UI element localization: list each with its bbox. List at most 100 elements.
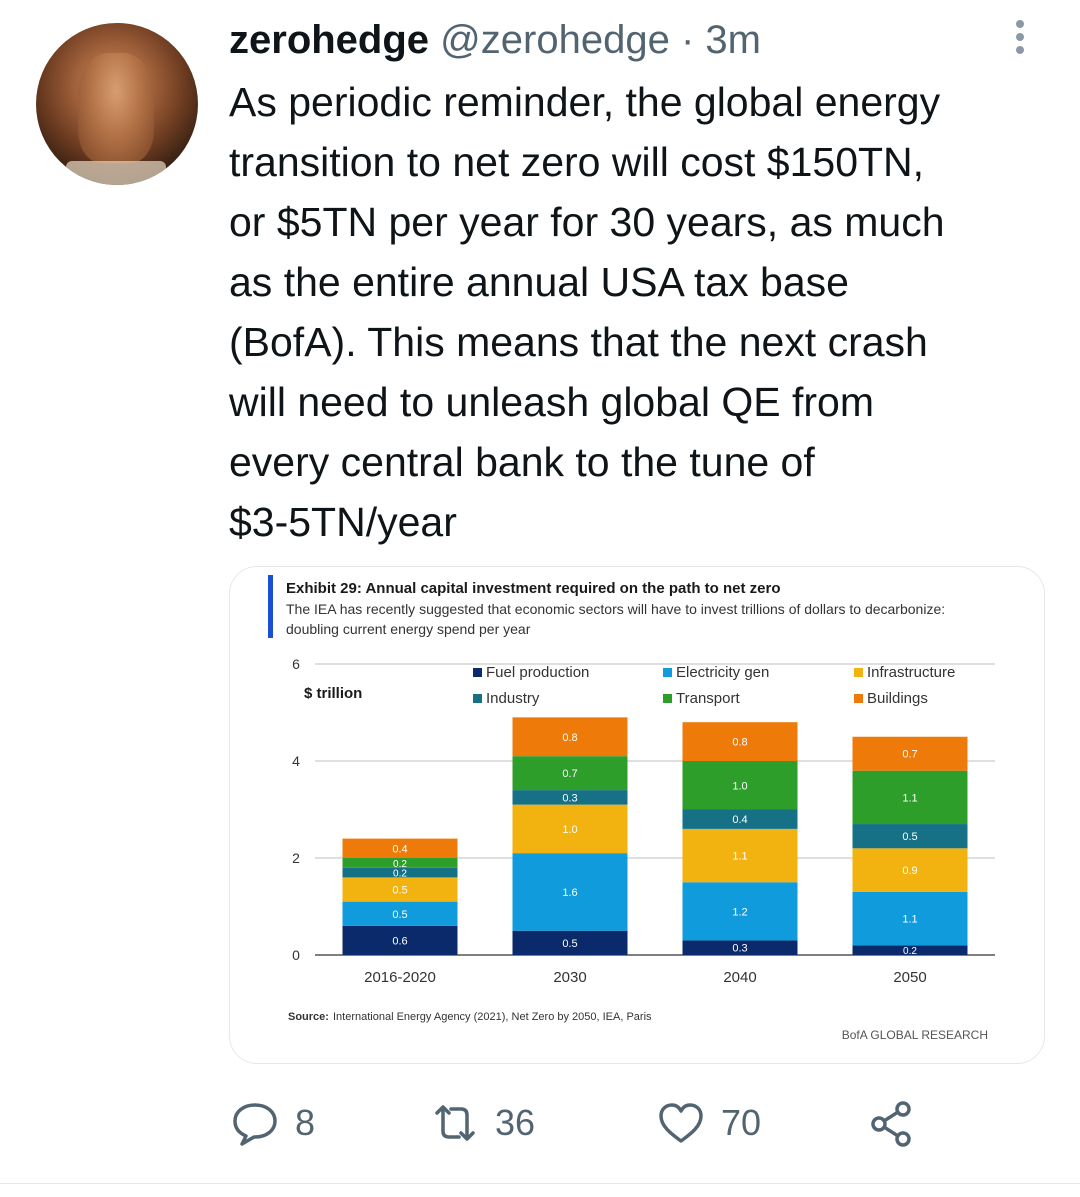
retweet-button[interactable]: 36 <box>429 1095 535 1151</box>
chart-source-text: International Energy Agency (2021), Net … <box>333 1011 652 1023</box>
bar-segment <box>682 940 798 955</box>
bar-segment <box>512 756 628 791</box>
bar-segment <box>852 824 968 849</box>
bar-segment <box>512 804 628 854</box>
avatar-figure <box>78 53 154 163</box>
y-tick-label: 6 <box>292 656 300 672</box>
chart-source-label: Source: <box>288 1011 329 1023</box>
legend-label: Electricity gen <box>676 664 769 681</box>
bar-value-label: 0.5 <box>562 938 577 950</box>
bar-value-label: 0.9 <box>902 865 917 877</box>
reply-bubble-icon <box>233 1103 277 1146</box>
chart-source: Source: International Energy Agency (2021… <box>288 1011 652 1023</box>
retweet-count: 36 <box>495 1102 536 1143</box>
avatar[interactable] <box>36 23 198 185</box>
reply-button[interactable]: 8 <box>229 1095 315 1151</box>
chart-title: Exhibit 29: Annual capital investment re… <box>286 580 781 597</box>
bar-value-label: 0.3 <box>562 792 577 804</box>
legend-label: Buildings <box>867 690 928 707</box>
bar-value-label: 0.4 <box>732 814 747 826</box>
bar-value-label: 1.2 <box>732 906 747 918</box>
user-handle[interactable]: @zerohedge <box>440 18 670 62</box>
legend-swatch <box>854 668 863 677</box>
bar-segment <box>342 925 458 955</box>
tweet-header: zerohedge @zerohedge · 3m <box>229 16 761 64</box>
y-axis-label: $ trillion <box>304 685 362 702</box>
bar-value-label: 1.0 <box>732 780 747 792</box>
bar-value-label: 0.2 <box>393 859 407 870</box>
like-button[interactable]: 70 <box>655 1095 761 1151</box>
bar-value-label: 0.6 <box>392 935 407 947</box>
share-button[interactable] <box>865 1095 917 1151</box>
bar-segment <box>512 853 628 931</box>
bar-value-label: 0.2 <box>393 869 407 880</box>
legend-swatch <box>473 668 482 677</box>
legend-label: Infrastructure <box>867 664 955 681</box>
bar-value-label: 0.3 <box>732 943 747 955</box>
bar-value-label: 0.5 <box>902 831 917 843</box>
x-tick-label: 2040 <box>723 969 756 986</box>
bar-segment <box>852 945 968 955</box>
tweet-actions: 8 36 70 <box>229 1095 989 1151</box>
bar-segment <box>682 722 798 761</box>
x-tick-label: 2050 <box>893 969 926 986</box>
bar-segment <box>852 736 968 771</box>
legend-label: Industry <box>486 690 540 707</box>
avatar-figure-band <box>66 161 166 185</box>
heart-icon <box>659 1103 703 1143</box>
more-vertical-icon[interactable] <box>1012 20 1028 60</box>
reply-count: 8 <box>295 1102 316 1143</box>
bar-value-label: 1.6 <box>562 887 577 899</box>
bar-segment <box>342 838 458 858</box>
separator-dot: · <box>669 18 706 62</box>
legend-swatch <box>663 668 672 677</box>
share-nodes-icon <box>871 1101 911 1147</box>
chart-brand: BofA GLOBAL RESEARCH <box>842 1028 988 1042</box>
y-tick-label: 4 <box>292 753 300 769</box>
bar-segment <box>682 828 798 883</box>
bar-segment <box>342 858 458 868</box>
bar-value-label: 1.1 <box>732 851 747 863</box>
bar-value-label: 0.8 <box>732 737 747 749</box>
chart-subtitle-line1: The IEA has recently suggested that econ… <box>286 601 945 617</box>
bar-segment <box>682 882 798 941</box>
legend-swatch <box>663 694 672 703</box>
tweet-text: As periodic reminder, the global energy … <box>229 79 945 545</box>
bar-value-label: 0.5 <box>392 885 407 897</box>
bar-value-label: 0.4 <box>392 843 407 855</box>
bar-segment <box>682 761 798 810</box>
bar-value-label: 0.5 <box>392 909 407 921</box>
bar-segment <box>852 770 968 825</box>
title-accent-bar <box>268 575 273 638</box>
bar-value-label: 0.7 <box>902 749 917 761</box>
bar-segment <box>342 877 458 902</box>
like-count: 70 <box>721 1102 762 1143</box>
bar-segment <box>852 848 968 892</box>
bar-value-label: 1.1 <box>902 914 917 926</box>
legend-swatch <box>854 694 863 703</box>
legend-label: Transport <box>676 690 740 707</box>
retweet-icon <box>435 1105 475 1141</box>
display-name[interactable]: zerohedge <box>229 18 430 62</box>
bar-value-label: 0.8 <box>562 732 577 744</box>
timestamp[interactable]: 3m <box>705 18 761 62</box>
legend-label: Fuel production <box>486 664 589 681</box>
y-tick-label: 2 <box>292 850 300 866</box>
bar-segment <box>512 930 628 955</box>
bar-value-label: 0.2 <box>903 946 917 957</box>
chart-subtitle-line2: doubling current energy spend per year <box>286 621 531 637</box>
bar-segment <box>512 790 628 805</box>
bar-segment <box>852 891 968 946</box>
bar-segment <box>342 867 458 878</box>
chart-image-card[interactable]: Exhibit 29: Annual capital investment re… <box>229 566 1045 1064</box>
bar-segment <box>512 717 628 757</box>
bar-value-label: 0.7 <box>562 768 577 780</box>
bar-value-label: 1.1 <box>902 792 917 804</box>
legend-swatch <box>473 694 482 703</box>
y-tick-label: 0 <box>292 947 300 963</box>
x-tick-label: 2016-2020 <box>364 969 436 986</box>
stacked-bar-chart: Exhibit 29: Annual capital investment re… <box>268 575 995 1042</box>
x-tick-label: 2030 <box>553 969 586 986</box>
divider <box>0 1183 1080 1184</box>
bar-segment <box>682 809 798 829</box>
